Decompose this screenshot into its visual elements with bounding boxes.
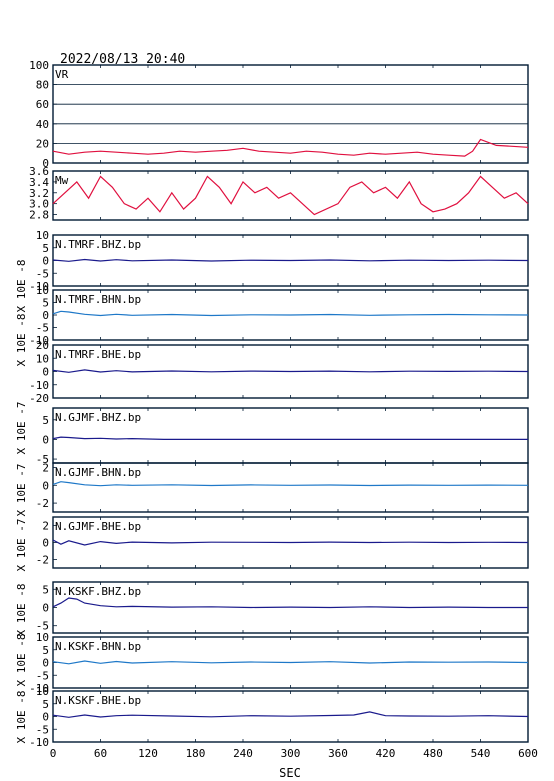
- x-tick-label: 420: [376, 747, 396, 760]
- y-tick-label: 5: [42, 414, 49, 427]
- scale-label: X 10E -8: [15, 584, 28, 637]
- x-axis-label: SEC: [279, 766, 301, 780]
- panel-label: N.TMRF.BHZ.bp: [55, 238, 141, 251]
- scale-label: X 10E -7: [15, 402, 28, 455]
- y-tick-label: 80: [36, 79, 49, 92]
- panel-label: N.GJMF.BHZ.bp: [55, 411, 141, 424]
- series-line: [52, 597, 528, 609]
- panel-label: N.KSKF.BHZ.bp: [55, 585, 141, 598]
- x-tick-label: 120: [138, 747, 158, 760]
- y-tick-label: 0: [42, 309, 49, 322]
- y-tick-label: -2: [36, 554, 49, 567]
- y-tick-label: -5: [36, 322, 49, 335]
- y-tick-label: -10: [29, 280, 49, 293]
- y-tick-label: 5: [42, 297, 49, 310]
- y-tick-label: 100: [29, 59, 49, 72]
- panel-frame: [52, 64, 529, 164]
- y-tick-label: 3.0: [29, 198, 49, 211]
- y-tick-label: 0: [42, 657, 49, 670]
- panel-label: N.KSKF.BHN.bp: [55, 640, 141, 653]
- y-tick-label: 60: [36, 98, 49, 111]
- y-tick-label: -5: [36, 620, 49, 633]
- x-tick-label: 540: [471, 747, 491, 760]
- y-tick-label: -10: [29, 736, 49, 749]
- x-tick-label: 600: [518, 747, 538, 760]
- y-tick-label: -5: [36, 723, 49, 736]
- panel-label: N.KSKF.BHE.bp: [55, 694, 141, 707]
- scale-label: X 10E -7: [15, 464, 28, 517]
- scale-label: X 10E -8: [15, 260, 28, 313]
- y-tick-label: 0: [42, 537, 49, 550]
- y-tick-label: 2: [42, 520, 49, 533]
- series-line: [52, 436, 528, 440]
- y-tick-label: 5: [42, 698, 49, 711]
- y-tick-label: 0: [42, 602, 49, 615]
- y-tick-label: 2: [42, 461, 49, 474]
- x-tick-label: 240: [233, 747, 253, 760]
- panel-label: N.GJMF.BHN.bp: [55, 466, 141, 479]
- panel-frame: [52, 170, 529, 221]
- panel-label: VR: [55, 68, 69, 81]
- y-tick-label: 20: [36, 339, 49, 352]
- x-tick-label: 300: [281, 747, 301, 760]
- x-tick-label: 480: [423, 747, 443, 760]
- y-tick-label: 5: [42, 583, 49, 596]
- x-tick-label: 360: [328, 747, 348, 760]
- y-tick-label: 3.4: [29, 176, 49, 189]
- series-line: [52, 310, 529, 317]
- y-tick-label: 10: [36, 284, 49, 297]
- y-tick-label: 0: [42, 157, 49, 170]
- series-line: [52, 258, 529, 262]
- y-tick-label: -10: [29, 379, 49, 392]
- y-tick-label: -5: [36, 669, 49, 682]
- panel-label: Mw: [55, 174, 69, 187]
- y-tick-label: 0: [42, 711, 49, 724]
- y-tick-label: 2.8: [29, 209, 49, 222]
- series-line: [52, 138, 529, 157]
- series-line: [52, 711, 529, 718]
- y-tick-label: -20: [29, 392, 49, 405]
- y-tick-label: -10: [29, 682, 49, 695]
- series-line: [52, 369, 529, 373]
- chart-title: 2022/08/13 20:40: [60, 52, 185, 67]
- y-tick-label: 5: [42, 644, 49, 657]
- y-tick-label: 5: [42, 242, 49, 255]
- series-line: [52, 539, 529, 546]
- scale-label: X 10E -8: [15, 634, 28, 687]
- y-tick-label: 40: [36, 118, 49, 131]
- x-tick-label: 60: [94, 747, 107, 760]
- series-line: [52, 660, 529, 665]
- y-tick-label: -2: [36, 497, 49, 510]
- y-tick-label: -5: [36, 267, 49, 280]
- panel-label: N.TMRF.BHN.bp: [55, 293, 141, 306]
- y-tick-label: 0: [42, 255, 49, 268]
- panel-label: N.TMRF.BHE.bp: [55, 348, 141, 361]
- y-tick-label: 0: [42, 433, 49, 446]
- x-tick-label: 180: [186, 747, 206, 760]
- y-tick-label: 10: [36, 352, 49, 365]
- y-tick-label: 10: [36, 631, 49, 644]
- scale-label: X 10E -8: [15, 314, 28, 367]
- y-tick-label: -5: [36, 453, 49, 466]
- y-tick-label: 0: [42, 479, 49, 492]
- series-line: [52, 481, 529, 487]
- y-tick-label: -10: [29, 334, 49, 347]
- series-line: [52, 175, 529, 216]
- y-tick-label: 3.6: [29, 165, 49, 178]
- x-tick-label: 0: [50, 747, 57, 760]
- y-tick-label: 10: [36, 685, 49, 698]
- y-tick-label: 20: [36, 137, 49, 150]
- y-tick-label: 3.2: [29, 187, 49, 200]
- scale-label: X 10E -8: [15, 691, 28, 744]
- y-tick-label: 10: [36, 229, 49, 242]
- y-tick-label: 0: [42, 366, 49, 379]
- panel-label: N.GJMF.BHE.bp: [55, 520, 141, 533]
- scale-label: X 10E -7: [15, 519, 28, 572]
